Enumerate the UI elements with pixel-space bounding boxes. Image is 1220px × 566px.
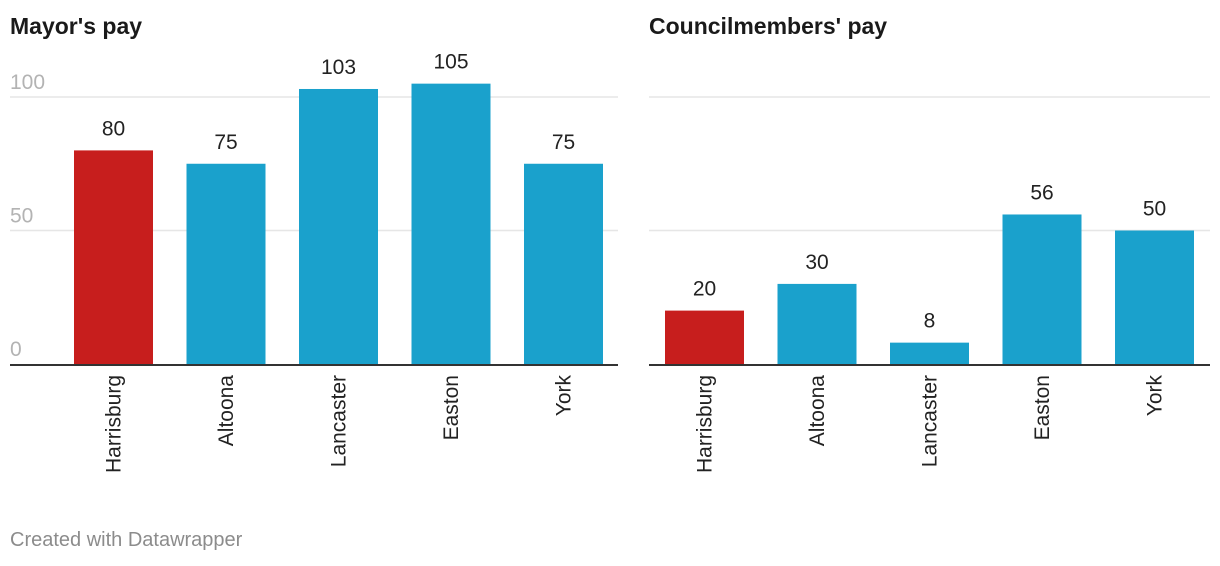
value-label: 80 [102, 117, 125, 140]
bar [411, 83, 491, 365]
bars [665, 214, 1194, 364]
panel-title: Councilmembers' pay [649, 13, 887, 39]
category-label: York [1144, 375, 1167, 417]
bar [524, 163, 603, 364]
labels: 0 50 100 80 Harrisburg 75 Altoona 103 Lancaster 1… [10, 51, 576, 473]
bar [1002, 214, 1082, 364]
category-label: Harrisburg [694, 375, 717, 473]
footer-credit: Created with Datawrapper [10, 529, 243, 551]
y-tick-label: 50 [10, 205, 33, 228]
value-label: 105 [433, 51, 468, 74]
category-label: Lancaster [919, 375, 942, 467]
category-label: Harrisburg [103, 375, 126, 473]
panel-title: Mayor's pay [10, 13, 142, 39]
value-label: 56 [1030, 181, 1053, 204]
value-label: 30 [805, 251, 828, 274]
bar [777, 283, 857, 364]
bar [890, 342, 969, 364]
bars [74, 83, 603, 365]
bar [186, 163, 266, 364]
value-label: 20 [693, 278, 716, 301]
y-tick-label: 0 [10, 338, 22, 361]
gridlines [649, 96, 1210, 232]
category-label: Easton [440, 375, 463, 440]
y-tick-label: 100 [10, 71, 45, 94]
mayor-pay-panel: Mayor's pay 0 50 100 80 Harrisburg 75 Altoona 1… [10, 13, 618, 473]
category-label: Altoona [215, 375, 238, 447]
bar [1115, 230, 1194, 364]
value-label: 8 [924, 310, 936, 333]
value-label: 103 [321, 56, 356, 79]
category-label: York [553, 375, 576, 417]
category-label: Easton [1031, 375, 1054, 440]
category-label: Lancaster [328, 375, 351, 467]
councilmembers-pay-panel: Councilmembers' pay 20 Harrisburg 30 Altoon… [649, 13, 1210, 473]
category-label: Altoona [806, 375, 829, 447]
labels: 20 Harrisburg 30 Altoona 8 Lancaster 56 Easton 5… [693, 181, 1167, 473]
bar [665, 310, 744, 364]
value-label: 75 [552, 131, 575, 154]
bar [74, 150, 153, 364]
value-label: 50 [1143, 198, 1166, 221]
bar [299, 88, 378, 365]
value-label: 75 [214, 131, 237, 154]
